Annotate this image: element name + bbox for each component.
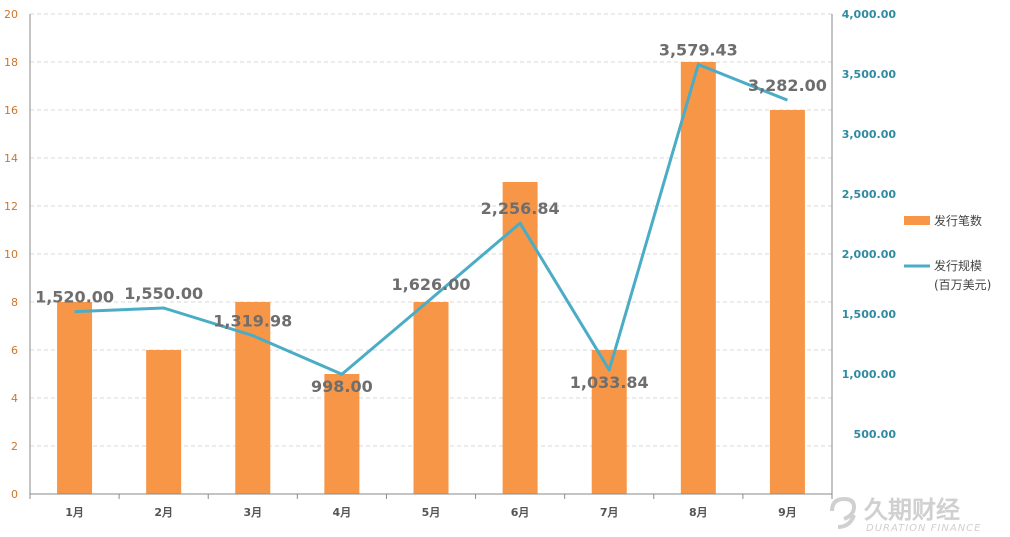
watermark-en: DURATION FINANCE (866, 523, 981, 534)
x-tick-label: 9月 (778, 506, 797, 519)
bar (680, 62, 716, 494)
x-tick-label: 1月 (65, 506, 84, 519)
legend-sublabel: (百万美元) (934, 278, 991, 292)
bar-layer (57, 62, 805, 494)
y-left-tick-label: 20 (4, 8, 18, 21)
line-series (74, 62, 789, 376)
y-left-tick-label: 2 (11, 440, 18, 453)
y-right-tick-label: 2,500.00 (842, 188, 897, 201)
y-right-tick-label: 3,500.00 (842, 68, 897, 81)
axis-layer: 0 2 4 6 8 10 12 14 16 18 20 500.00 1,000.00 1,500.00 2… (4, 8, 896, 519)
y-right-tick-label: 1,000.00 (842, 368, 897, 381)
data-label: 1,550.00 (124, 284, 203, 303)
y-left-tick-label: 4 (11, 392, 18, 405)
y-right-tick-label: 2,000.00 (842, 248, 897, 261)
x-tick-label: 6月 (511, 506, 530, 519)
y-right-tick-label: 4,000.00 (842, 8, 897, 21)
data-label: 1,626.00 (392, 275, 471, 294)
x-tick-label: 8月 (689, 506, 708, 519)
legend-label: 发行规模 (934, 258, 982, 273)
x-tick-label: 2月 (154, 506, 173, 519)
y-left-tick-label: 16 (4, 104, 18, 117)
x-tick-label: 4月 (333, 506, 352, 519)
bar (324, 374, 360, 494)
data-label: 1,520.00 (35, 288, 114, 307)
label-layer: 1,520.00 1,550.00 1,319.98 998.00 1,626.00 2,… (35, 40, 827, 396)
watermark: 久期财经 DURATION FINANCE (830, 496, 981, 534)
data-label: 3,579.43 (659, 40, 738, 59)
y-left-tick-label: 14 (4, 152, 18, 165)
line-layer (74, 62, 789, 376)
data-label: 3,282.00 (748, 76, 827, 95)
legend-label: 发行笔数 (934, 213, 982, 228)
x-tick-label: 5月 (422, 506, 441, 519)
watermark-logo-icon (830, 496, 857, 529)
bar (413, 302, 449, 494)
data-label: 998.00 (311, 377, 373, 396)
y-left-tick-label: 12 (4, 200, 18, 213)
x-tick-label: 7月 (600, 506, 619, 519)
bar (769, 110, 805, 494)
data-label: 2,256.84 (481, 199, 560, 218)
bar (235, 302, 271, 494)
y-right-tick-label: 1,500.00 (842, 308, 897, 321)
data-label: 1,319.98 (213, 312, 292, 331)
bar (591, 350, 627, 494)
x-tick-label: 3月 (243, 506, 262, 519)
y-left-tick-label: 6 (11, 344, 18, 357)
bar (57, 302, 93, 494)
y-left-tick-label: 18 (4, 56, 18, 69)
bar (146, 350, 182, 494)
y-left-tick-label: 8 (11, 296, 18, 309)
y-left-tick-label: 10 (4, 248, 18, 261)
legend-swatch-bar (904, 216, 930, 225)
data-label: 1,033.84 (570, 373, 649, 392)
y-left-tick-label: 0 (11, 488, 18, 501)
watermark-cn: 久期财经 (864, 496, 960, 524)
y-right-tick-label: 500.00 (854, 428, 897, 441)
y-right-tick-label: 3,000.00 (842, 128, 897, 141)
bar (502, 182, 538, 494)
